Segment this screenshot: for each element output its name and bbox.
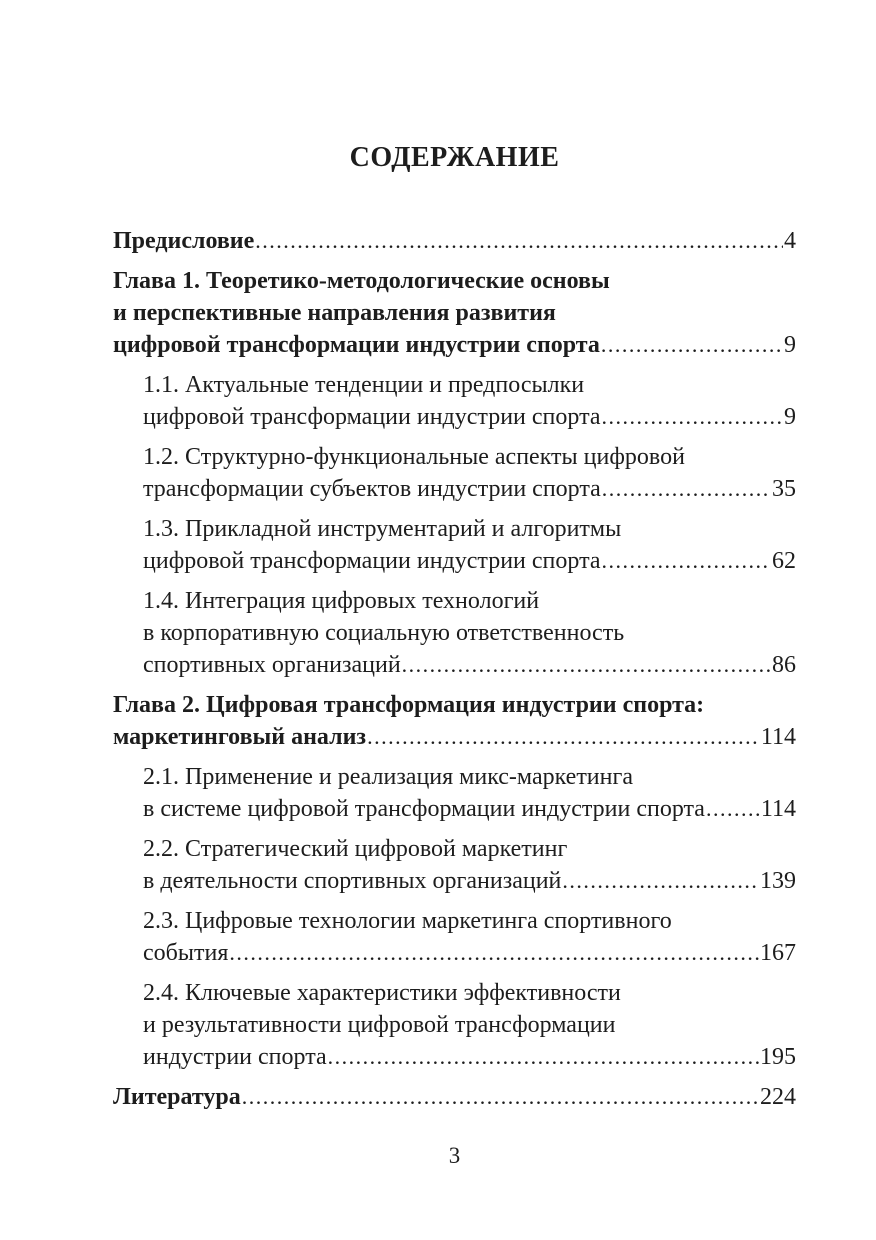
table-of-contents: Предисловие 4 Глава 1. Теоретико-методол… xyxy=(113,225,796,1113)
page-ref: 9 xyxy=(784,332,796,358)
toc-line: в деятельности спортивных организаций 13… xyxy=(143,865,796,897)
page-ref: 114 xyxy=(760,796,796,822)
page-ref: 9 xyxy=(784,404,796,430)
toc-entry-text: 1.1. Актуальные тенденции и предпосылки xyxy=(143,372,585,398)
toc-entry-literature: Литература 224 xyxy=(113,1081,796,1113)
toc-entry-text: Предисловие xyxy=(113,228,255,254)
toc-entry-text: 2.1. Применение и реализация микс-маркет… xyxy=(143,764,633,790)
toc-entry-text: события xyxy=(143,940,229,966)
toc-entry-text: 2.4. Ключевые характеристики эффективнос… xyxy=(143,980,621,1006)
toc-entry-text: в деятельности спортивных организаций xyxy=(143,868,562,894)
toc-entry-text: спортивных организаций xyxy=(143,652,401,678)
toc-entry-text: цифровой трансформации индустрии спорта xyxy=(143,404,601,430)
toc-line: в корпоративную социальную ответственнос… xyxy=(143,617,796,649)
toc-line: спортивных организаций 86 xyxy=(143,649,796,681)
toc-entry-text: трансформации субъектов индустрии спорта xyxy=(143,476,601,502)
dot-leader xyxy=(602,473,771,505)
folio-page-number: 3 xyxy=(448,1143,461,1168)
toc-line: 1.2. Структурно-функциональные аспекты ц… xyxy=(143,441,796,473)
toc-entry-text: маркетинговый анализ xyxy=(113,724,367,750)
toc-entry-text: цифровой трансформации индустрии спорта xyxy=(143,548,601,574)
toc-entry-section-1-4: 1.4. Интеграция цифровых технологий в ко… xyxy=(113,585,796,681)
toc-line: маркетинговый анализ 114 xyxy=(113,721,796,753)
dot-leader xyxy=(367,721,760,753)
page-ref: 4 xyxy=(784,228,796,254)
toc-entry-section-2-2: 2.2. Стратегический цифровой маркетинг в… xyxy=(113,833,796,897)
toc-line: события 167 xyxy=(143,937,796,969)
toc-entry-text: индустрии спорта xyxy=(143,1044,327,1070)
toc-entry-section-2-3: 2.3. Цифровые технологии маркетинга спор… xyxy=(113,905,796,969)
toc-entry-text: 1.3. Прикладной инструментарий и алгорит… xyxy=(143,516,622,542)
page-ref: 86 xyxy=(772,652,796,678)
toc-entry-text: 2.2. Стратегический цифровой маркетинг xyxy=(143,836,568,862)
dot-leader xyxy=(706,793,760,825)
toc-line: и результативности цифровой трансформаци… xyxy=(143,1009,796,1041)
dot-leader xyxy=(242,1081,759,1113)
toc-entry-text: цифровой трансформации индустрии спорта xyxy=(113,332,600,358)
toc-entry-text: Глава 2. Цифровая трансформация индустри… xyxy=(113,692,705,718)
toc-line: цифровой трансформации индустрии спорта … xyxy=(113,329,796,361)
toc-entry-section-2-4: 2.4. Ключевые характеристики эффективнос… xyxy=(113,977,796,1073)
toc-line: Предисловие 4 xyxy=(113,225,796,257)
dot-leader xyxy=(402,649,771,681)
toc-line: Литература 224 xyxy=(113,1081,796,1113)
page-ref: 139 xyxy=(760,868,796,894)
toc-line: 2.4. Ключевые характеристики эффективнос… xyxy=(143,977,796,1009)
toc-line: индустрии спорта 195 xyxy=(143,1041,796,1073)
toc-entry-text: Литература xyxy=(113,1084,241,1110)
page-ref: 114 xyxy=(760,724,796,750)
toc-entry-text: Глава 1. Теоретико-методологические осно… xyxy=(113,268,610,294)
toc-entry-text: и результативности цифровой трансформаци… xyxy=(143,1012,616,1038)
dot-leader xyxy=(328,1041,759,1073)
page-ref: 62 xyxy=(772,548,796,574)
toc-line: трансформации субъектов индустрии спорта… xyxy=(143,473,796,505)
toc-entry-text: 2.3. Цифровые технологии маркетинга спор… xyxy=(143,908,672,934)
toc-entry-section-1-1: 1.1. Актуальные тенденции и предпосылки … xyxy=(113,369,796,433)
dot-leader xyxy=(601,329,783,361)
toc-line: и перспективные направления развития xyxy=(113,297,796,329)
toc-entry-text: и перспективные направления развития xyxy=(113,300,556,326)
toc-line: 2.2. Стратегический цифровой маркетинг xyxy=(143,833,796,865)
toc-line: 2.3. Цифровые технологии маркетинга спор… xyxy=(143,905,796,937)
toc-line: Глава 2. Цифровая трансформация индустри… xyxy=(113,689,796,721)
toc-line: 1.1. Актуальные тенденции и предпосылки xyxy=(143,369,796,401)
dot-leader xyxy=(602,545,772,577)
toc-line: в системе цифровой трансформации индустр… xyxy=(143,793,796,825)
page-ref: 167 xyxy=(760,940,796,966)
page-ref: 195 xyxy=(760,1044,796,1070)
toc-line: Глава 1. Теоретико-методологические осно… xyxy=(113,265,796,297)
dot-leader xyxy=(229,937,759,969)
toc-entry-section-2-1: 2.1. Применение и реализация микс-маркет… xyxy=(113,761,796,825)
toc-line: цифровой трансформации индустрии спорта … xyxy=(143,545,796,577)
toc-entry-section-1-2: 1.2. Структурно-функциональные аспекты ц… xyxy=(113,441,796,505)
toc-entry-text: 1.4. Интеграция цифровых технологий xyxy=(143,588,540,614)
toc-entry-chapter-1: Глава 1. Теоретико-методологические осно… xyxy=(113,265,796,361)
toc-entry-text: в системе цифровой трансформации индустр… xyxy=(143,796,705,822)
page-title: СОДЕРЖАНИЕ xyxy=(349,142,560,173)
page-ref: 35 xyxy=(772,476,796,502)
toc-entry-section-1-3: 1.3. Прикладной инструментарий и алгорит… xyxy=(113,513,796,577)
toc-entry-preface: Предисловие 4 xyxy=(113,225,796,257)
toc-entry-text: 1.2. Структурно-функциональные аспекты ц… xyxy=(143,444,685,470)
toc-line: 1.3. Прикладной инструментарий и алгорит… xyxy=(143,513,796,545)
toc-entry-chapter-2: Глава 2. Цифровая трансформация индустри… xyxy=(113,689,796,753)
page-ref: 224 xyxy=(760,1084,796,1110)
toc-line: цифровой трансформации индустрии спорта … xyxy=(143,401,796,433)
dot-leader xyxy=(562,865,759,897)
toc-entry-text: в корпоративную социальную ответственнос… xyxy=(143,620,625,646)
dot-leader xyxy=(602,401,784,433)
dot-leader xyxy=(255,225,783,257)
toc-line: 1.4. Интеграция цифровых технологий xyxy=(143,585,796,617)
toc-line: 2.1. Применение и реализация микс-маркет… xyxy=(143,761,796,793)
